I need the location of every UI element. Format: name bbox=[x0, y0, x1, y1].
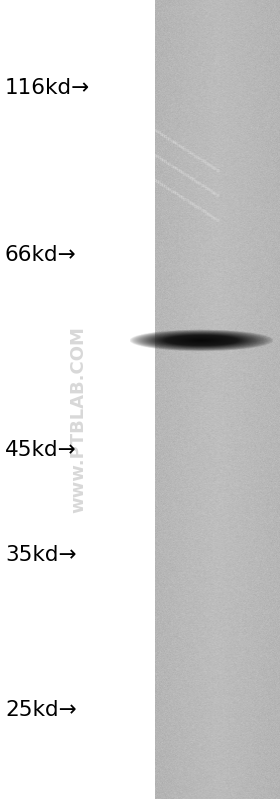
Text: www.PTBLAB.COM: www.PTBLAB.COM bbox=[69, 327, 87, 514]
Text: 66kd→: 66kd→ bbox=[5, 245, 77, 265]
Text: 25kd→: 25kd→ bbox=[5, 700, 77, 720]
Text: 35kd→: 35kd→ bbox=[5, 545, 76, 565]
Text: 45kd→: 45kd→ bbox=[5, 440, 77, 460]
Text: 116kd→: 116kd→ bbox=[5, 78, 90, 98]
